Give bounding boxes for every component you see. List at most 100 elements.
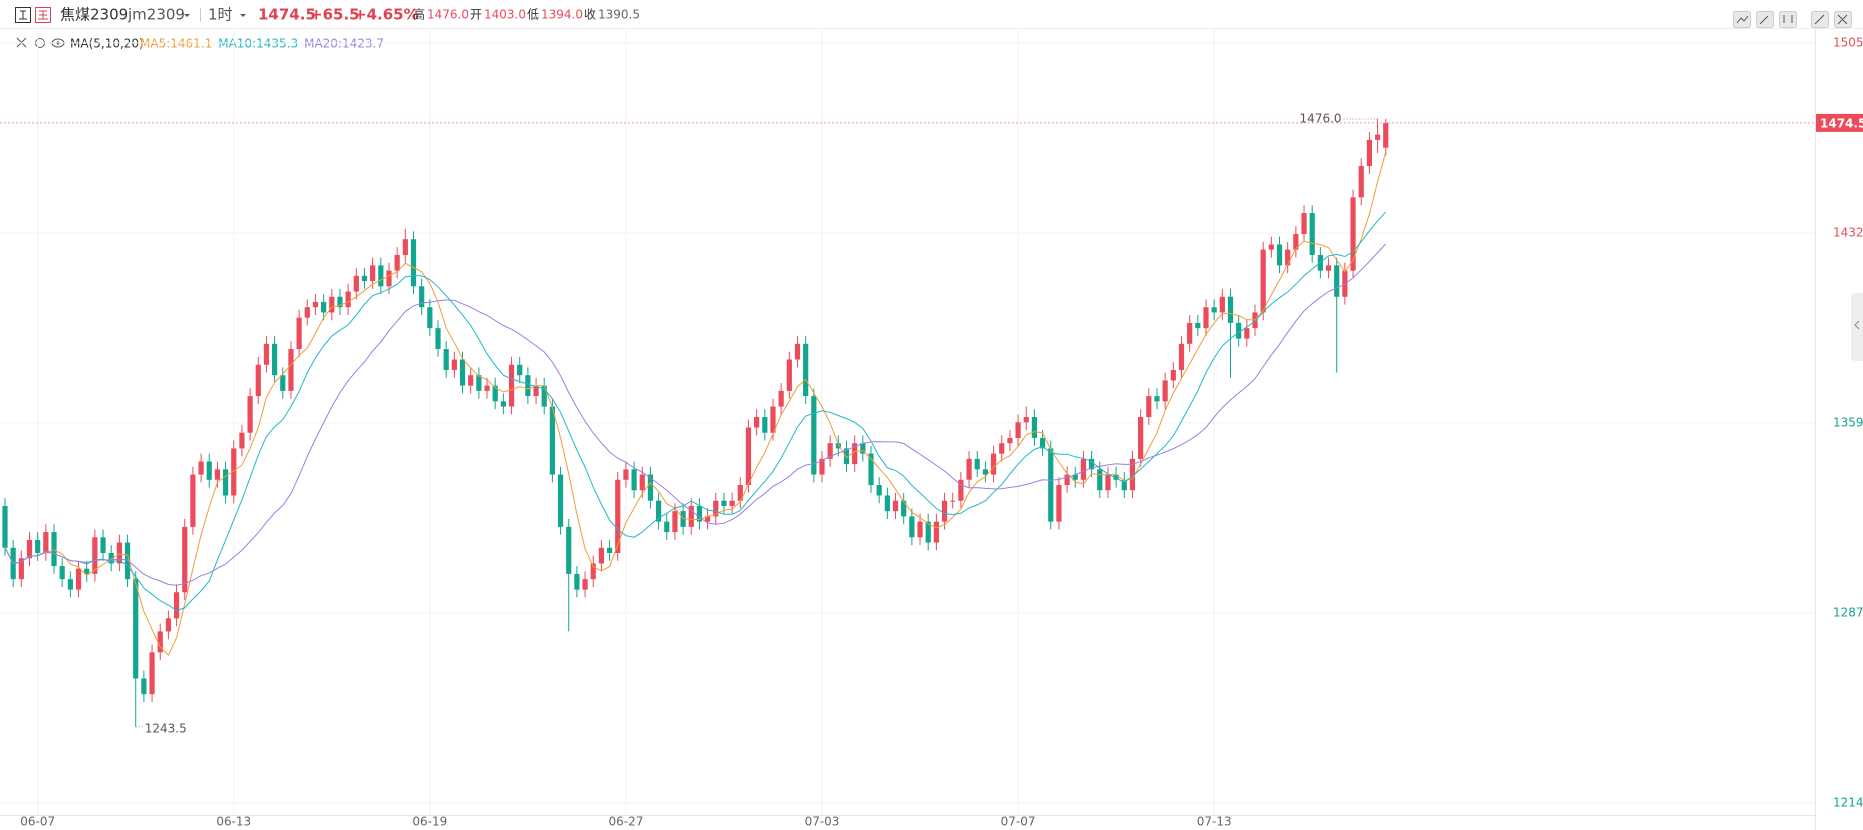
symbol-code[interactable]: jm2309 [127, 6, 185, 24]
candle-body [901, 500, 907, 517]
candle-body [255, 364, 261, 397]
candle-body [116, 542, 122, 564]
y-tick-label: 1287.1 [1833, 605, 1863, 619]
x-tick-label: 07-03 [805, 815, 840, 829]
candle-body [1358, 166, 1364, 198]
candle-body [1105, 474, 1111, 491]
icon-glyph [19, 10, 27, 20]
candle-body [705, 516, 711, 522]
y-tick-label: 1214.4 [1833, 795, 1863, 809]
period[interactable]: 1时 [208, 6, 233, 24]
candle-body [737, 485, 743, 501]
candle-body [1170, 369, 1176, 381]
candle-body [615, 479, 621, 553]
candle-body [43, 532, 49, 553]
candle-body [1219, 296, 1225, 313]
stat-name: 低 [527, 8, 539, 22]
icon-box[interactable] [15, 7, 31, 23]
candle-body [206, 461, 212, 480]
candle-body [419, 286, 425, 308]
candle-body [958, 479, 964, 501]
indicator-label: MA10:1435.3 [218, 37, 298, 51]
candle-body [925, 521, 931, 543]
symbol-name[interactable]: 焦煤2309 [60, 6, 128, 24]
candle-body [647, 474, 654, 501]
candle-body [1138, 417, 1144, 459]
candle-body [566, 526, 572, 574]
candle-body [623, 469, 629, 480]
candle-body [1113, 474, 1119, 480]
icon-box[interactable] [35, 7, 51, 23]
candle-body [468, 375, 474, 386]
candle-body [852, 443, 858, 465]
candle-body [451, 359, 457, 370]
high-annotation: 1476.0 [1300, 111, 1342, 125]
candle-body [762, 417, 768, 433]
tool-glyph [1736, 14, 1848, 25]
candle-body [819, 458, 825, 475]
candle-body [296, 317, 302, 350]
candle-body [941, 500, 948, 522]
candle-body [1146, 396, 1152, 418]
candle-body [1031, 417, 1038, 438]
candle-body [664, 521, 670, 533]
candle-body [892, 500, 899, 512]
candle-body [198, 461, 204, 475]
candle-body [35, 539, 41, 553]
candles [2, 118, 1389, 727]
candle-body [1056, 485, 1062, 522]
y-tick-label: 1432.4 [1833, 225, 1863, 239]
candle-body [312, 301, 319, 308]
low-annotation: 1243.5 [145, 721, 187, 735]
candle-body [435, 328, 441, 350]
candle-body [1350, 197, 1356, 271]
candle-body [2, 505, 8, 548]
tool-button[interactable] [1779, 11, 1797, 28]
candle-body [173, 592, 180, 619]
candle-body [803, 343, 809, 397]
candle-body [1383, 122, 1389, 148]
candle-body [713, 500, 719, 517]
candle-body [288, 349, 294, 391]
candle-body [541, 385, 547, 407]
x-tick-label: 06-19 [412, 815, 447, 829]
indicator-label: MA5:1461.1 [140, 37, 212, 51]
candle-body [427, 307, 433, 329]
candle-body [100, 537, 106, 553]
candle-body [974, 458, 980, 470]
stat-name: 开 [470, 8, 482, 22]
candle-body [754, 417, 760, 428]
candle-body [884, 495, 890, 512]
candle-body [1325, 265, 1332, 271]
candle-body [1309, 213, 1315, 255]
candle-body [1276, 244, 1283, 266]
candle-body [386, 270, 392, 287]
candle-body [1285, 249, 1291, 266]
last-price-label: 1474.5 [1820, 116, 1863, 130]
candle-body [606, 547, 613, 553]
candle-body [190, 474, 196, 527]
candle-body [353, 275, 359, 292]
dropdown-arrow [184, 14, 190, 17]
candle-body [26, 539, 33, 559]
candle-body [231, 448, 237, 496]
candle-body [672, 511, 678, 533]
candle-body [933, 521, 939, 543]
candle-body [84, 568, 90, 574]
candle-body [639, 474, 645, 491]
candle-body [378, 265, 384, 287]
candle-body [1015, 422, 1021, 438]
candle-body [843, 448, 850, 465]
candle-body [321, 301, 327, 313]
candle-body [1334, 265, 1340, 297]
candle-body [1374, 134, 1381, 140]
candle-body [917, 521, 923, 538]
candle-body [1064, 474, 1070, 486]
stat-name: 收 [584, 8, 596, 22]
candle-body [247, 396, 253, 433]
candle-body [876, 485, 882, 496]
candle-body [950, 500, 956, 502]
candle-body [1121, 479, 1127, 491]
y-tick-label: 1359.8 [1833, 415, 1863, 429]
